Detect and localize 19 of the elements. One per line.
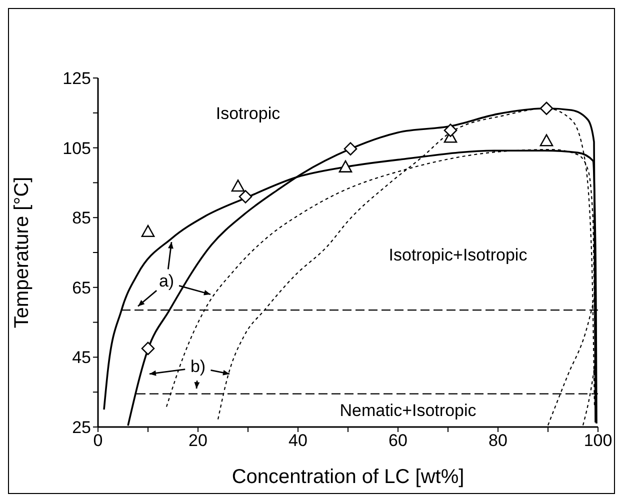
y-tick-label: 25 (72, 418, 91, 438)
y-tick-label: 125 (62, 69, 91, 88)
y-tick-label: 65 (72, 278, 91, 298)
x-tick-label: 60 (388, 431, 408, 450)
annotation: Nematic+Isotropic (340, 400, 477, 420)
y-tick-label: 45 (72, 348, 91, 368)
annotation: b) (190, 357, 206, 376)
y-tick-label: 85 (72, 208, 91, 228)
annotation: Isotropic (216, 104, 281, 124)
annotation: a) (158, 272, 174, 291)
x-axis-title: Concentration of LC [wt%] (232, 466, 464, 488)
y-axis-title: Temperature [°C] (11, 176, 34, 328)
annotation: Isotropic+Isotropic (388, 245, 528, 264)
x-tick-label: 80 (488, 431, 508, 450)
x-tick-label: 40 (288, 431, 308, 450)
y-tick-label: 105 (62, 138, 91, 158)
x-tick-label: 0 (93, 431, 103, 450)
x-tick-label: 20 (188, 431, 208, 450)
x-tick-label: 100 (584, 431, 612, 450)
